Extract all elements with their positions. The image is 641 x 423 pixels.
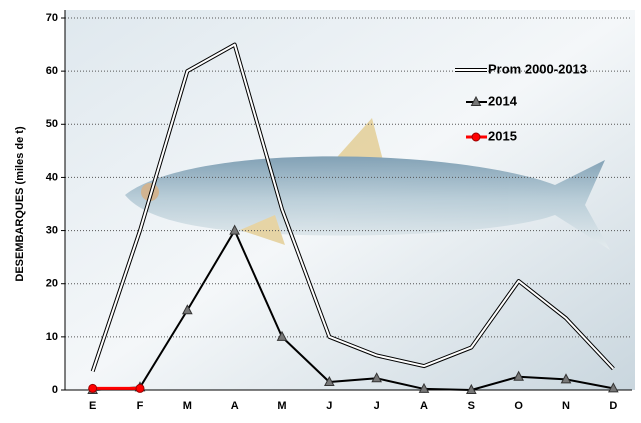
x-tick-label: E <box>89 400 96 412</box>
y-tick-label: 40 <box>46 171 58 183</box>
x-tick-label: O <box>514 400 523 412</box>
marker <box>466 383 477 394</box>
legend-label: 2014 <box>488 93 518 108</box>
x-tick-label: D <box>609 400 617 412</box>
marker <box>88 383 98 393</box>
x-tick-label: N <box>562 400 570 412</box>
legend-marker <box>471 132 481 142</box>
marker <box>418 382 430 393</box>
marker <box>276 330 288 341</box>
y-tick-label: 50 <box>46 118 58 130</box>
marker <box>608 382 619 393</box>
marker <box>182 304 193 315</box>
line <box>91 43 615 372</box>
x-tick-label: S <box>468 400 475 412</box>
marker <box>513 370 524 381</box>
legend-label: Prom 2000-2013 <box>488 61 587 76</box>
marker <box>229 224 240 235</box>
y-tick-label: 70 <box>46 12 58 24</box>
x-tick-label: M <box>277 400 286 412</box>
y-tick-label: 20 <box>46 278 58 290</box>
x-tick-label: F <box>137 400 144 412</box>
marker <box>324 375 335 387</box>
y-axis-label: DESEMBARQUES (miles de t) <box>14 126 26 282</box>
x-tick-label: M <box>183 400 192 412</box>
marker <box>560 373 572 384</box>
x-tick-label: A <box>231 400 239 412</box>
legend-marker <box>470 95 482 106</box>
legend-label: 2015 <box>488 128 517 143</box>
x-tick-label: A <box>420 400 428 412</box>
line <box>92 229 614 391</box>
y-tick-label: 0 <box>52 384 58 396</box>
y-tick-label: 60 <box>46 65 58 77</box>
x-tick-label: J <box>374 400 380 412</box>
marker <box>135 383 145 393</box>
y-tick-label: 10 <box>46 331 58 343</box>
marker <box>371 372 382 383</box>
x-tick-label: J <box>326 400 332 412</box>
y-tick-label: 30 <box>46 224 58 236</box>
